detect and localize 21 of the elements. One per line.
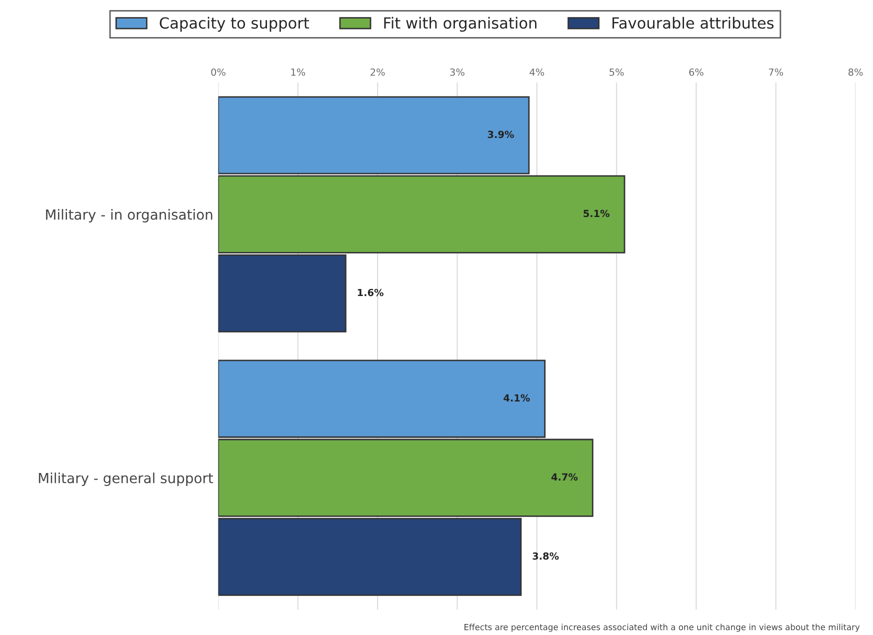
- x-tick-label: 2%: [370, 68, 385, 76]
- data-label: 3.8%: [532, 552, 559, 560]
- x-tick-label: 0%: [211, 68, 226, 76]
- data-label: 5.1%: [584, 210, 610, 218]
- x-tick-label: 7%: [768, 68, 784, 76]
- x-tick-label: 1%: [291, 68, 306, 76]
- x-tick-label: 4%: [530, 68, 544, 76]
- y-tick-label: Military - in organisation: [46, 209, 212, 222]
- x-tick-label: 8%: [848, 68, 863, 76]
- x-tick-label: 5%: [610, 68, 624, 76]
- legend-label: Fit with organisation: [384, 16, 536, 32]
- text: Effects are percentage increases associated with a one unit change in views about the military: [464, 624, 860, 632]
- data-label: 3.9%: [488, 130, 514, 138]
- legend-label: Favourable attributes: [612, 16, 774, 29]
- data-label: 4.1%: [504, 394, 530, 402]
- legend-label: Capacity to support: [160, 16, 310, 32]
- data-label: 4.7%: [551, 473, 578, 481]
- y-tick-label: Military - general support: [38, 472, 214, 486]
- data-label: 1.6%: [358, 288, 384, 296]
- x-tick-label: 6%: [689, 68, 704, 76]
- x-tick-label: 3%: [450, 68, 464, 76]
